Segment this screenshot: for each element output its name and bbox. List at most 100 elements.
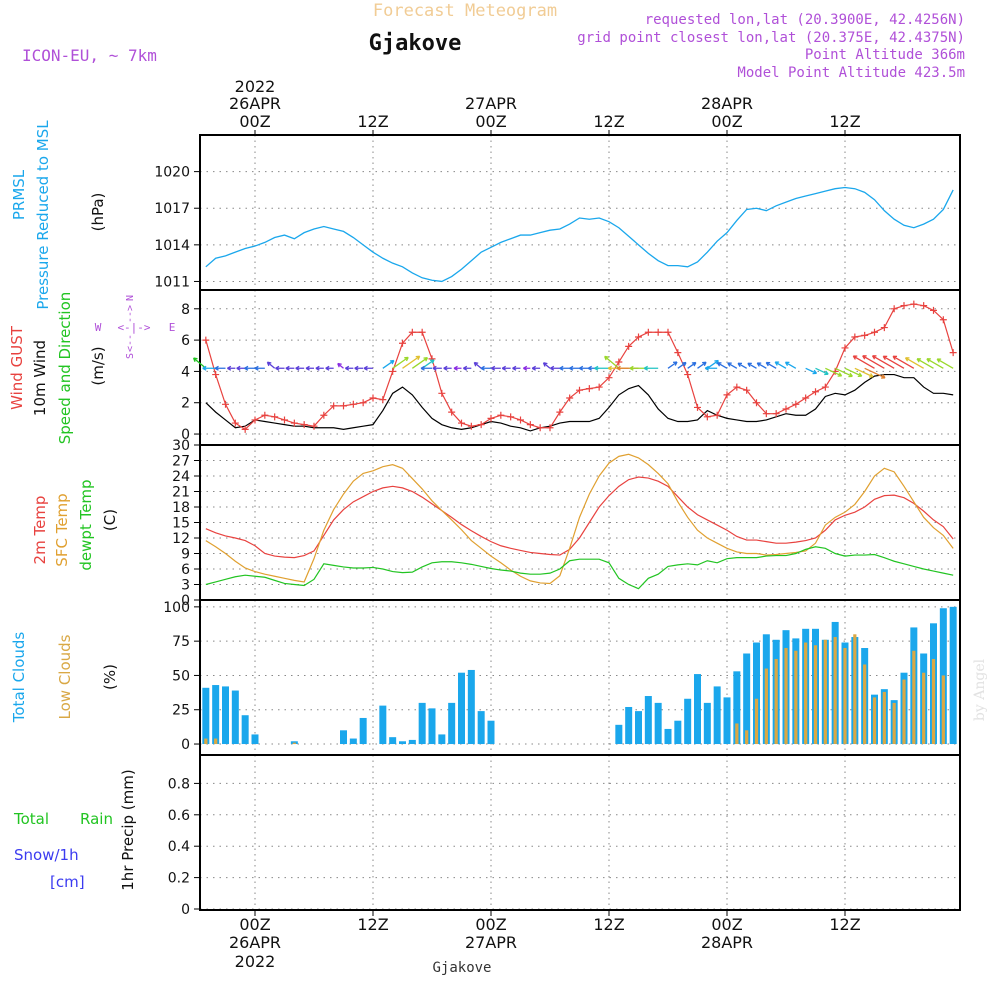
wind-unit: (m/s) <box>89 346 107 385</box>
gust-marker <box>684 371 692 379</box>
gust-marker <box>851 333 859 341</box>
y-tick-label: 9 <box>181 547 190 563</box>
temp2m-line <box>205 476 954 559</box>
gust-marker <box>320 411 328 419</box>
gust-marker <box>379 396 387 404</box>
wind-direction-arrow <box>747 362 757 369</box>
gust-marker <box>477 421 485 429</box>
gust-marker <box>635 333 642 341</box>
wind-direction-arrow <box>716 362 728 369</box>
wind-direction-arrow <box>295 365 305 371</box>
wind-direction-arrow <box>463 365 472 371</box>
gust-marker <box>753 399 760 407</box>
y-tick-label: 6 <box>181 562 190 578</box>
total-cloud-bar <box>487 720 495 745</box>
sfctemp-line <box>205 453 954 585</box>
top-tick-3: 12Z <box>593 112 624 131</box>
total-clouds-label: Total Clouds <box>10 632 28 724</box>
y-tick-label: 1014 <box>154 238 190 254</box>
bottom-date-1: 27APR <box>465 933 517 952</box>
y-tick-label: 2 <box>181 396 190 412</box>
total-cloud-bar <box>743 653 751 745</box>
wind-direction-arrow <box>643 365 659 371</box>
panel-3: 0 25 50 75 100 <box>163 599 961 756</box>
total-cloud-bar <box>674 720 682 745</box>
wind-direction-arrow <box>892 355 915 369</box>
top-date-1: 27APR <box>465 94 517 113</box>
gridpoint-coords: grid point closest lon,lat (20.375E, 42.… <box>577 30 965 46</box>
wind-direction-arrow <box>550 365 560 371</box>
low-cloud-bar <box>863 664 867 745</box>
total-cloud-bar <box>202 687 210 745</box>
low-cloud-bar <box>794 650 798 745</box>
gust-marker <box>546 424 554 432</box>
wind-direction-arrow <box>531 365 541 371</box>
bottom-tick-5: 12Z <box>829 915 860 934</box>
gust-marker <box>871 328 878 336</box>
gust-marker <box>841 344 849 352</box>
bottom-year: 2022 <box>235 952 276 971</box>
wind-direction-arrow <box>926 358 944 369</box>
total-cloud-bar <box>241 715 249 745</box>
wind-direction-arrow <box>805 367 818 375</box>
wind-direction-arrow <box>765 361 777 369</box>
low-cloud-bar <box>804 642 808 745</box>
low-cloud-bar <box>912 650 916 745</box>
gust-marker <box>782 405 790 413</box>
plot-area: 1011101410171020024680369121518212427300… <box>154 130 961 918</box>
total-cloud-bar <box>418 702 426 745</box>
gust-marker <box>438 389 446 397</box>
top-tick-4: 00Z <box>711 112 742 131</box>
total-cloud-bar <box>949 606 957 745</box>
dewpt-line <box>205 546 954 590</box>
total-cloud-bar <box>251 734 259 745</box>
wind-label: 10m Wind <box>31 340 49 416</box>
panel-frame <box>199 754 961 911</box>
top-date-2: 28APR <box>701 94 753 113</box>
wind-direction-arrow <box>432 365 442 371</box>
wind-direction-arrow <box>815 367 829 376</box>
y-tick-label: 0.8 <box>168 776 190 792</box>
total-cloud-bar <box>458 672 465 745</box>
total-cloud-bar <box>428 708 436 745</box>
wind-direction-arrow <box>275 365 285 371</box>
wind-direction-arrow <box>285 365 295 371</box>
gust-marker <box>890 305 898 313</box>
wind-direction-arrow <box>871 355 895 369</box>
wind-direction-arrow <box>852 355 875 369</box>
low-clouds-label: Low Clouds <box>56 634 74 719</box>
low-cloud-bar <box>764 668 768 745</box>
temp2m-label: 2m Temp <box>31 496 49 565</box>
total-cloud-bar <box>389 737 397 745</box>
low-cloud-bar <box>902 679 906 745</box>
wind-direction-arrow <box>266 361 276 369</box>
gust-marker <box>212 371 220 379</box>
gust-marker <box>369 394 377 402</box>
low-cloud-bar <box>922 672 926 745</box>
total-cloud-bar <box>399 741 406 745</box>
low-cloud-bar <box>745 730 749 745</box>
wind-direction-arrow <box>512 365 521 371</box>
low-cloud-bar <box>292 742 296 745</box>
wind-direction-arrow <box>825 367 843 377</box>
gust-marker <box>930 306 937 314</box>
wind-direction-arrow <box>236 365 246 371</box>
pressure-label-1: PRMSL <box>10 169 28 220</box>
gust-marker <box>448 408 456 416</box>
gust-marker <box>674 349 682 357</box>
gust-marker <box>762 410 770 418</box>
gust-marker <box>743 386 751 394</box>
panel-frame <box>199 444 961 601</box>
gust-marker <box>644 328 652 336</box>
wind-direction-arrow <box>491 365 501 371</box>
low-cloud-bar <box>214 738 218 745</box>
low-cloud-bar <box>823 639 827 745</box>
total-cloud-bar <box>644 696 652 745</box>
y-tick-label: 21 <box>172 485 190 501</box>
gust-marker <box>654 328 662 336</box>
snow-label: Snow/1h <box>14 846 79 864</box>
y-tick-label: 0.4 <box>168 839 190 855</box>
gust-marker <box>408 328 416 336</box>
y-tick-label: 15 <box>172 516 190 532</box>
